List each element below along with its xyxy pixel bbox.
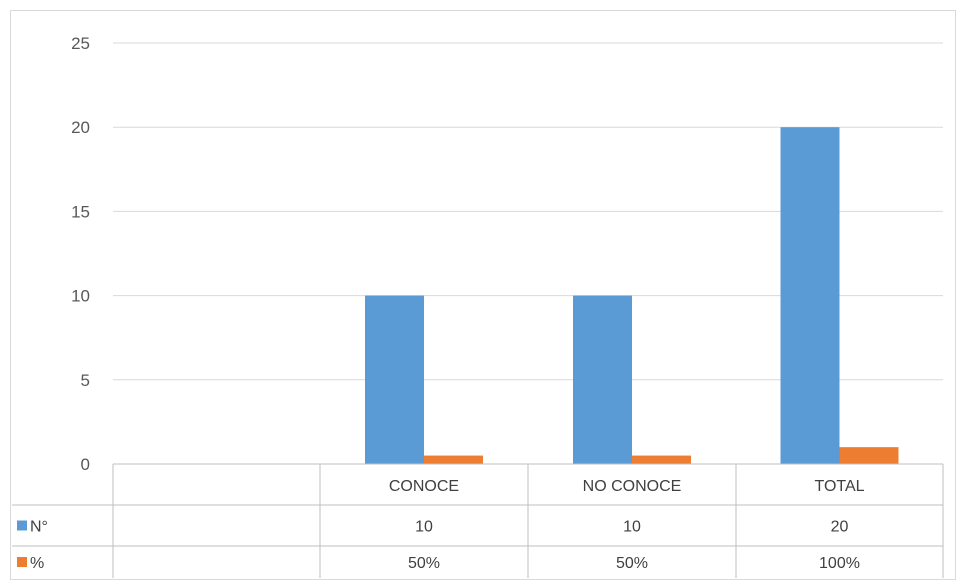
- y-tick-label: 5: [81, 371, 90, 390]
- bar-pct-conoce: [424, 455, 483, 464]
- y-axis-ticks: 0 5 10 15 20 25: [71, 34, 90, 474]
- data-label: 10: [415, 519, 433, 536]
- data-table: CONOCE NO CONOCE TOTAL N° 10 10 20% 50% 50% 100%: [12, 463, 944, 578]
- data-label: 50%: [616, 555, 648, 572]
- legend-key-pct: [17, 557, 27, 567]
- y-tick-label: 0: [81, 455, 90, 474]
- category-label: TOTAL: [814, 478, 864, 495]
- bar-n-no-conoce: [573, 295, 632, 464]
- category-label: CONOCE: [389, 478, 459, 495]
- y-tick-label: 10: [71, 287, 90, 306]
- data-label: 100%: [819, 555, 860, 572]
- legend-key-n: [17, 520, 27, 531]
- chart-frame: [10, 10, 956, 580]
- y-tick-label: 15: [71, 202, 90, 221]
- category-label: NO CONOCE: [583, 478, 682, 495]
- series-name: %: [30, 555, 44, 572]
- data-label: 50%: [408, 555, 440, 572]
- bar-pct-total: [839, 447, 899, 464]
- data-label: 10: [623, 519, 641, 536]
- bar-pct-no-conoce: [632, 455, 691, 464]
- bars: [365, 127, 899, 464]
- bar-n-conoce: [365, 295, 424, 464]
- data-label: 20: [831, 519, 849, 536]
- series-name: N°: [30, 519, 48, 536]
- y-tick-label: 25: [71, 34, 90, 53]
- y-tick-label: 20: [71, 118, 90, 137]
- bar-n-total: [780, 127, 840, 464]
